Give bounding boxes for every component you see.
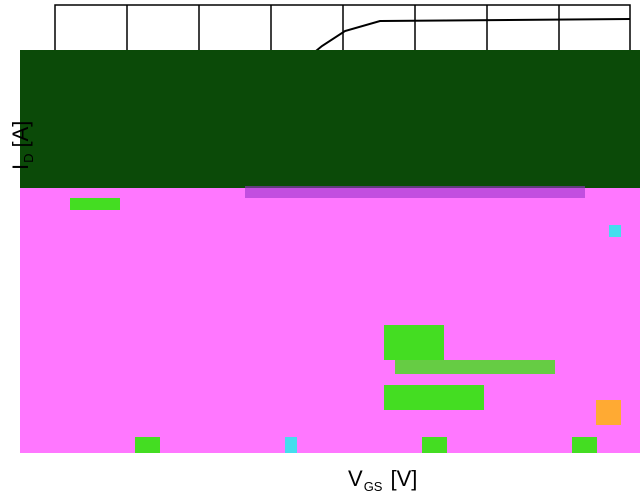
y-unit: [A] [8, 121, 33, 148]
noise [135, 437, 160, 453]
noise [70, 198, 120, 210]
noise [422, 437, 447, 453]
noise [384, 385, 484, 410]
noise [609, 225, 621, 237]
x-unit: [V] [390, 466, 417, 491]
y-subscript: D [21, 153, 36, 162]
noise [384, 325, 444, 360]
noise-patches [70, 186, 621, 453]
occlusion-block [20, 50, 640, 188]
noise [395, 360, 555, 374]
x-symbol: V [348, 466, 363, 491]
noise [596, 400, 621, 425]
occlusion-block [20, 188, 640, 453]
y-axis-label: ID [A] [8, 121, 36, 170]
noise [572, 437, 597, 453]
y-symbol: I [8, 164, 33, 170]
noise [285, 437, 297, 453]
x-subscript: GS [364, 479, 383, 494]
noise [245, 186, 585, 198]
x-axis-label: VGS [V] [348, 466, 417, 494]
